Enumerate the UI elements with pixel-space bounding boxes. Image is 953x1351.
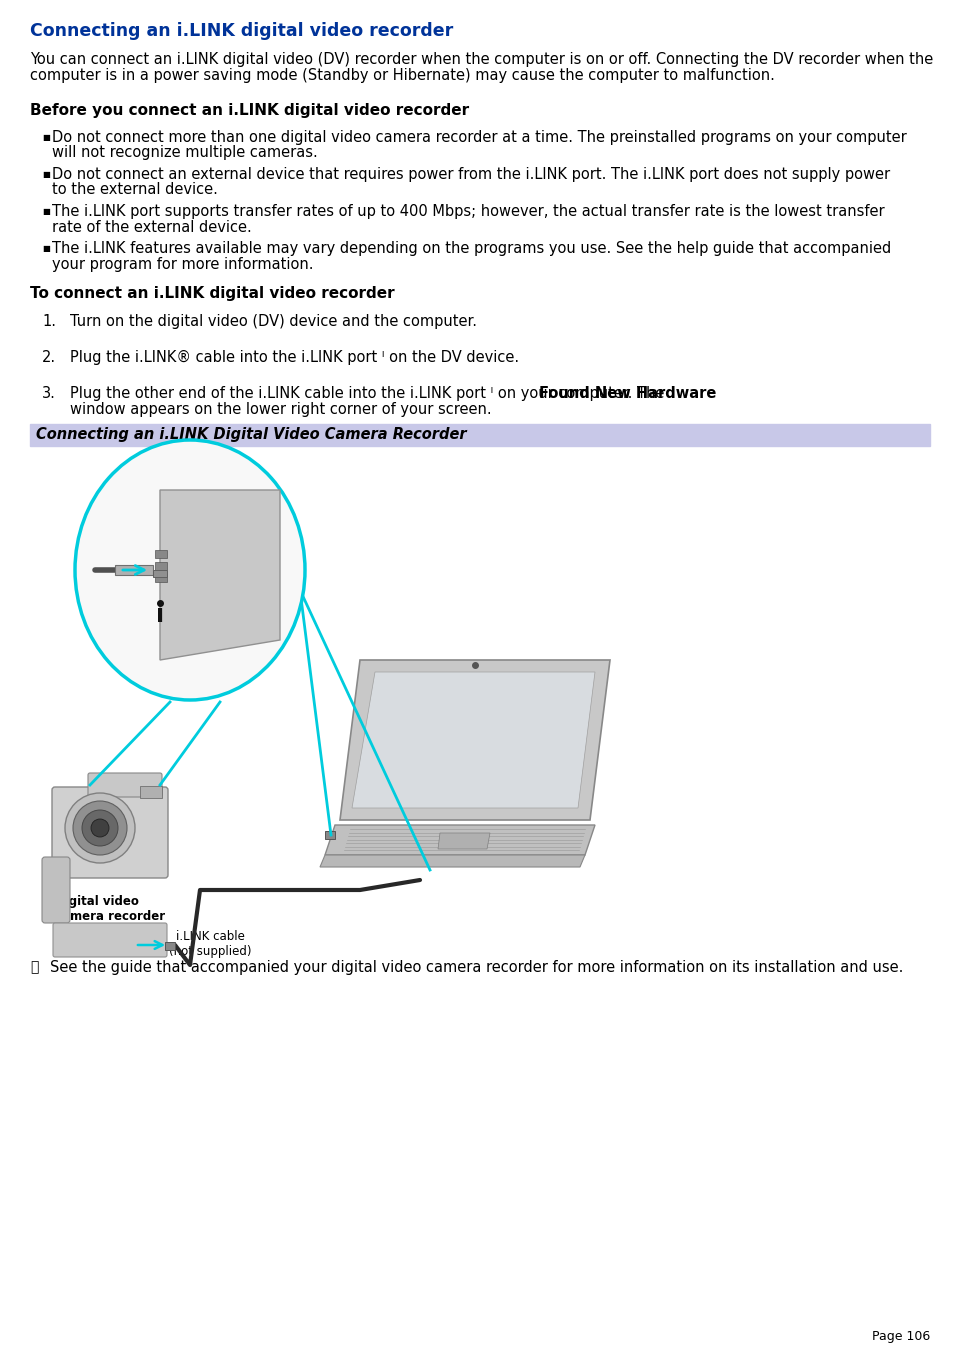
Text: i.LINK cable
(not supplied): i.LINK cable (not supplied) bbox=[169, 929, 251, 958]
FancyBboxPatch shape bbox=[152, 570, 167, 577]
Text: will not recognize multiple cameras.: will not recognize multiple cameras. bbox=[52, 146, 317, 161]
Text: Digital video
camera recorder: Digital video camera recorder bbox=[55, 894, 165, 923]
Text: ■: ■ bbox=[42, 245, 50, 253]
FancyBboxPatch shape bbox=[52, 788, 168, 878]
Text: The i.LINK features available may vary depending on the programs you use. See th: The i.LINK features available may vary d… bbox=[52, 240, 890, 255]
Text: You can connect an i.LINK digital video (DV) recorder when the computer is on or: You can connect an i.LINK digital video … bbox=[30, 51, 932, 68]
Text: computer is in a power saving mode (Standby or Hibernate) may cause the computer: computer is in a power saving mode (Stan… bbox=[30, 68, 774, 82]
Polygon shape bbox=[437, 834, 490, 848]
Text: 3.: 3. bbox=[42, 386, 56, 401]
Circle shape bbox=[65, 793, 135, 863]
FancyBboxPatch shape bbox=[140, 786, 162, 798]
Polygon shape bbox=[352, 671, 595, 808]
Text: rate of the external device.: rate of the external device. bbox=[52, 219, 252, 235]
Polygon shape bbox=[160, 490, 280, 661]
FancyBboxPatch shape bbox=[53, 923, 167, 957]
FancyBboxPatch shape bbox=[154, 574, 167, 582]
Text: Do not connect an external device that requires power from the i.LINK port. The : Do not connect an external device that r… bbox=[52, 168, 889, 182]
Text: ■: ■ bbox=[42, 207, 50, 216]
Polygon shape bbox=[339, 661, 609, 820]
Text: Page 106: Page 106 bbox=[871, 1329, 929, 1343]
Text: Found New Hardware: Found New Hardware bbox=[538, 386, 716, 401]
Text: 2.: 2. bbox=[42, 350, 56, 365]
FancyBboxPatch shape bbox=[325, 831, 335, 839]
Text: your program for more information.: your program for more information. bbox=[52, 257, 314, 272]
Ellipse shape bbox=[75, 440, 305, 700]
Polygon shape bbox=[325, 825, 595, 855]
Circle shape bbox=[91, 819, 109, 838]
Text: Plug the i.LINK® cable into the i.LINK port ᴵ on the DV device.: Plug the i.LINK® cable into the i.LINK p… bbox=[70, 350, 518, 365]
FancyBboxPatch shape bbox=[154, 550, 167, 558]
FancyBboxPatch shape bbox=[115, 565, 152, 576]
Text: ■: ■ bbox=[42, 132, 50, 142]
FancyBboxPatch shape bbox=[154, 562, 167, 570]
Text: window appears on the lower right corner of your screen.: window appears on the lower right corner… bbox=[70, 403, 491, 417]
FancyBboxPatch shape bbox=[42, 857, 70, 923]
Text: Do not connect more than one digital video camera recorder at a time. The preins: Do not connect more than one digital vid… bbox=[52, 130, 905, 145]
FancyBboxPatch shape bbox=[88, 773, 162, 797]
FancyBboxPatch shape bbox=[30, 424, 929, 446]
Text: Connecting an i.LINK Digital Video Camera Recorder: Connecting an i.LINK Digital Video Camer… bbox=[36, 427, 466, 443]
Text: Plug the other end of the i.LINK cable into the i.LINK port ᴵ on your computer. : Plug the other end of the i.LINK cable i… bbox=[70, 386, 668, 401]
FancyBboxPatch shape bbox=[165, 942, 174, 950]
Text: The i.LINK port supports transfer rates of up to 400 Mbps; however, the actual t: The i.LINK port supports transfer rates … bbox=[52, 204, 883, 219]
Text: 1.: 1. bbox=[42, 313, 56, 330]
Text: Before you connect an i.LINK digital video recorder: Before you connect an i.LINK digital vid… bbox=[30, 103, 469, 118]
Text: i: i bbox=[155, 603, 164, 627]
Text: To connect an i.LINK digital video recorder: To connect an i.LINK digital video recor… bbox=[30, 286, 395, 301]
Text: See the guide that accompanied your digital video camera recorder for more infor: See the guide that accompanied your digi… bbox=[50, 961, 902, 975]
Text: to the external device.: to the external device. bbox=[52, 182, 217, 197]
Text: i.LINK
port: i.LINK port bbox=[350, 835, 383, 863]
Circle shape bbox=[73, 801, 127, 855]
Text: ■: ■ bbox=[42, 170, 50, 178]
Text: 📝: 📝 bbox=[30, 961, 38, 974]
Polygon shape bbox=[319, 855, 584, 867]
Circle shape bbox=[82, 811, 118, 846]
Text: Turn on the digital video (DV) device and the computer.: Turn on the digital video (DV) device an… bbox=[70, 313, 476, 330]
Text: Connecting an i.LINK digital video recorder: Connecting an i.LINK digital video recor… bbox=[30, 22, 453, 41]
